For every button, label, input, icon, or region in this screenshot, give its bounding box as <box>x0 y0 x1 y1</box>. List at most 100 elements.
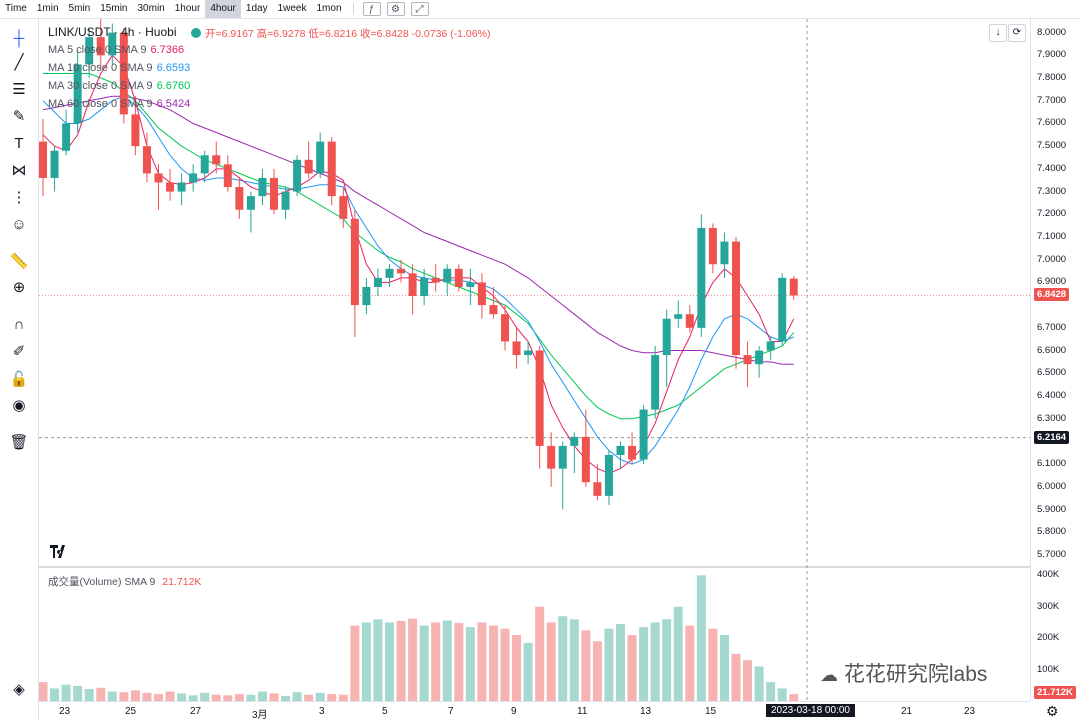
volume-value: 21.712K <box>162 576 202 588</box>
indicator-row[interactable]: MA 60 close 0 SMA 9 6.5424 <box>48 95 201 113</box>
candle-body <box>327 141 336 197</box>
time-axis[interactable]: 2023-03-18 00:00 2325273月357911131517192… <box>39 701 1030 721</box>
volume-bar <box>639 627 649 701</box>
eye-icon[interactable]: ◉ <box>12 397 26 414</box>
settings-icon[interactable]: ⚙ <box>386 2 405 16</box>
price-tick-label: 6.1000 <box>1037 458 1067 470</box>
crosshair-icon[interactable]: ┼ <box>13 30 25 47</box>
timeframe-5min[interactable]: 5min <box>68 3 91 14</box>
volume-bar <box>246 694 256 701</box>
fullscreen-icon[interactable]: ⤢ <box>410 2 429 16</box>
indicator-icon[interactable]: ƒ <box>362 2 381 16</box>
price-chart[interactable] <box>39 19 1030 701</box>
timeframe-1min[interactable]: 1min <box>36 3 59 14</box>
timeframe-time[interactable]: Time <box>5 3 27 14</box>
candle-body <box>50 150 59 178</box>
timeframe-1day[interactable]: 1day <box>245 3 268 14</box>
symbol-title[interactable]: LINK/USDT · 4h · Huobi <box>48 25 177 39</box>
candle-body <box>477 282 486 306</box>
download-icon[interactable]: ↓ <box>989 24 1007 42</box>
volume-bar <box>304 694 314 701</box>
time-tick-label: 5 <box>382 706 388 717</box>
layers-icon[interactable]: ◈ <box>13 681 25 698</box>
price-tick-label: 8.0000 <box>1037 26 1067 38</box>
candle-body <box>778 277 787 342</box>
timeframe-4hour[interactable]: 4hour <box>205 0 241 18</box>
indicator-value: 6.7366 <box>150 44 185 56</box>
volume-bar <box>569 619 579 701</box>
pattern-icon[interactable]: ⋈ <box>11 162 27 179</box>
candle-body <box>708 227 717 265</box>
timeframe-30min[interactable]: 30min <box>137 3 165 14</box>
candle-body <box>547 445 556 469</box>
refresh-icon[interactable]: ⟳ <box>1008 24 1026 42</box>
hlines-icon[interactable]: ☰ <box>12 81 26 98</box>
volume-bar <box>142 692 152 701</box>
indicator-row[interactable]: MA 30 close 0 SMA 9 6.6760 <box>48 77 201 95</box>
volume-bar <box>766 682 776 701</box>
candle-body <box>223 164 232 188</box>
candle-body <box>373 277 382 287</box>
price-axis[interactable]: 8.0000 7.9000 7.8000 7.7000 7.6000 7.5000 7.40… <box>1030 19 1080 701</box>
volume-bar <box>488 625 498 701</box>
trash-icon[interactable]: 🗑 <box>9 434 29 451</box>
candle-body <box>96 37 105 56</box>
candle-body <box>743 355 752 365</box>
candle-body <box>350 218 359 306</box>
timeframe-1week[interactable]: 1week <box>277 3 307 14</box>
brush-icon[interactable]: ✎ <box>12 108 26 125</box>
volume-bar <box>708 628 718 701</box>
price-tick-label: 7.1000 <box>1037 231 1067 242</box>
trendline-icon[interactable]: ╱ <box>14 54 24 71</box>
volume-bar <box>616 624 625 701</box>
text-icon[interactable]: T <box>14 135 24 152</box>
candle-body <box>570 436 579 446</box>
volume-bar <box>281 695 291 701</box>
candle-body <box>39 141 47 178</box>
candle-body <box>732 241 740 356</box>
volume-bar <box>731 653 741 701</box>
indicator-row[interactable]: MA 5 close 0 SMA 9 6.7366 <box>48 41 201 59</box>
volume-bar <box>581 630 591 701</box>
indicator-name: MA 30 close 0 SMA 9 <box>48 80 153 92</box>
candle-body <box>200 155 209 174</box>
price-tick-label: 6.7000 <box>1037 321 1067 333</box>
crosshair-price-tag: 6.2164 <box>1034 430 1070 444</box>
emoji-icon[interactable]: ☺ <box>11 216 27 233</box>
watermark-text: 花花研究院labs <box>843 663 988 686</box>
volume-bar <box>454 623 464 701</box>
forecast-icon[interactable]: ⋮ <box>11 189 27 206</box>
volume-bar <box>269 693 279 701</box>
indicator-row[interactable]: MA 10 close 0 SMA 9 6.6593 <box>48 59 201 77</box>
zoom-icon[interactable]: ⊕ <box>12 279 26 296</box>
volume-bar <box>73 685 83 701</box>
magnet-icon[interactable]: ∩ <box>13 316 25 333</box>
ma30-line <box>43 73 795 420</box>
candle-body <box>85 37 94 65</box>
volume-bar <box>130 690 140 701</box>
candle-body <box>212 155 221 165</box>
volume-bar <box>177 693 187 701</box>
timeframe-15min[interactable]: 15min <box>100 3 128 14</box>
volume-tag: 21.712K <box>1034 686 1076 700</box>
price-tick-label: 6.0000 <box>1037 480 1067 492</box>
candle-body <box>166 182 175 192</box>
volume-bar <box>512 635 522 701</box>
lock-draw-icon[interactable]: ✐ <box>12 343 26 360</box>
unlock-icon[interactable]: 🔓 <box>9 371 29 388</box>
tradingview-logo[interactable] <box>50 545 70 561</box>
candle-body <box>293 159 302 192</box>
volume-bar <box>789 694 799 701</box>
ruler-icon[interactable]: 📏 <box>9 253 29 270</box>
timeframe-1mon[interactable]: 1mon <box>316 3 342 14</box>
candle-body <box>604 455 613 496</box>
candle-body <box>362 286 371 306</box>
volume-bar <box>50 688 60 701</box>
ohlc-readout: 开=6.9167 高=6.9278 低=6.8216 收=6.8428 -0.0… <box>205 28 491 40</box>
ma5-line <box>42 54 795 474</box>
timeframe-1hour[interactable]: 1hour <box>174 3 201 14</box>
settings-gear-icon[interactable]: ⚙ <box>1046 703 1059 719</box>
time-tick-label: 27 <box>190 706 202 717</box>
indicator-name: MA 5 close 0 SMA 9 <box>48 44 147 56</box>
last-price-tag: 6.8428 <box>1034 288 1070 302</box>
